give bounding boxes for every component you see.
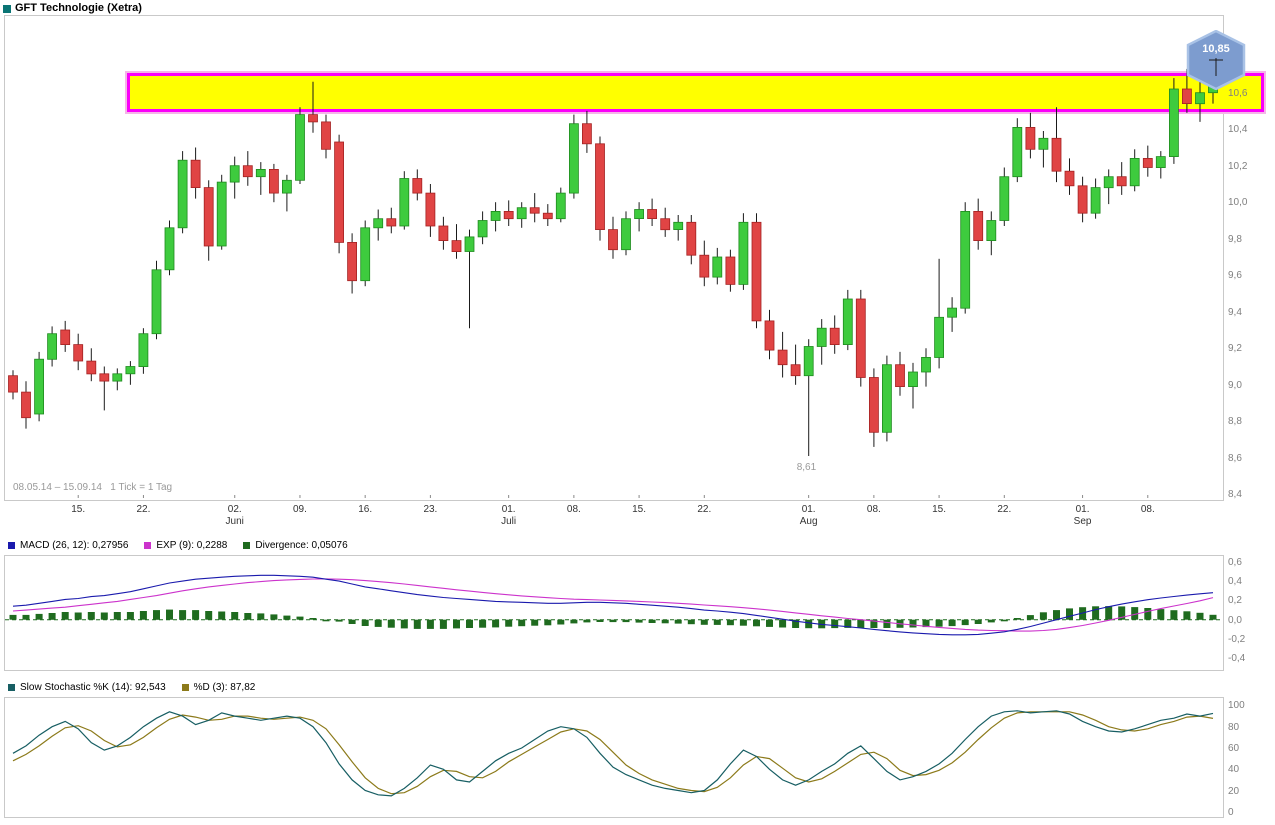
y-axis-label: -0,4: [1228, 653, 1246, 665]
x-axis-day-label: 23.: [423, 504, 438, 515]
y-axis-label: 8,8: [1228, 416, 1242, 428]
macd-y-axis: 0,6 0,4 0,2 0,0 -0,2 -0,4: [1226, 556, 1274, 668]
x-axis-month-label: Juni: [225, 516, 244, 527]
stochastic-legend: Slow Stochastic %K (14): 92,543 %D (3): …: [0, 681, 1275, 694]
candles: [8, 47, 1218, 456]
x-axis-day-label: 08.: [866, 504, 881, 515]
x-axis-day-label: 01.: [501, 504, 516, 515]
resistance-band-annotation[interactable]: [125, 71, 1266, 114]
x-axis: 15. 22. 02. Juni 09. 16. 23. 01. Juli 08. 15. 22. 01…: [0, 503, 1275, 535]
x-axis-day-label: 15.: [632, 504, 647, 515]
divergence-legend-label: Divergence: 0,05076: [255, 540, 348, 551]
divergence-legend-swatch: [243, 542, 251, 549]
page-title: GFT Technologie (Xetra): [15, 2, 142, 14]
stoch-d-legend-swatch: [181, 684, 189, 691]
stochastic-y-axis: 100 80 60 40 20 0: [1226, 698, 1274, 818]
stochastic-chart-canvas[interactable]: [5, 698, 1221, 815]
stochastic-k-line: [12, 710, 1214, 797]
price-chart-canvas[interactable]: 8,61 08.05.14 – 15.09.14 1 Tick = 1 Tag: [5, 16, 1221, 498]
y-axis-label: 8,4: [1228, 489, 1242, 501]
macd-chart-canvas[interactable]: [5, 556, 1221, 668]
y-axis-label: 9,4: [1228, 306, 1242, 318]
title-bar: GFT Technologie (Xetra): [0, 0, 1275, 15]
x-axis-day-label: 22.: [997, 504, 1012, 515]
instrument-icon: [3, 4, 11, 13]
y-axis-label: 0,6: [1228, 556, 1242, 568]
y-axis-label: 9,8: [1228, 233, 1242, 245]
x-axis-month-label: Juli: [501, 516, 517, 527]
y-axis-label: 0,2: [1228, 595, 1242, 607]
x-axis-month-label: Aug: [799, 516, 818, 527]
x-axis-month-label: Sep: [1073, 516, 1092, 527]
y-axis-label: 9,0: [1228, 379, 1242, 391]
exp-legend-swatch: [144, 542, 152, 549]
x-axis-day-label: 01.: [1075, 504, 1090, 515]
stochastic-section: 100 80 60 40 20 0: [0, 697, 1275, 818]
period-label: 08.05.14 – 15.09.14 1 Tick = 1 Tag: [13, 482, 172, 493]
stochastic-d-line: [12, 711, 1214, 795]
macd-line: [12, 574, 1214, 636]
y-axis-label: 60: [1228, 742, 1240, 754]
y-axis-label: 80: [1228, 721, 1240, 733]
x-tick-marks: [77, 495, 1149, 498]
x-axis-day-label: 08.: [566, 504, 581, 515]
x-axis-day-label: 15.: [932, 504, 947, 515]
y-axis-label: 10,6: [1228, 87, 1248, 99]
stoch-k-legend-label: Slow Stochastic %K (14): 92,543: [20, 682, 166, 693]
y-axis-label: 0,0: [1228, 614, 1242, 626]
exp-signal-line: [12, 578, 1214, 632]
exp-legend-label: EXP (9): 0,2288: [156, 540, 228, 551]
y-axis-label: 10,4: [1228, 124, 1248, 136]
y-axis-label: 9,6: [1228, 270, 1242, 282]
macd-section: 0,6 0,4 0,2 0,0 -0,2 -0,4: [0, 555, 1275, 673]
x-axis-day-label: 08.: [1140, 504, 1155, 515]
low-annotation: 8,61: [797, 462, 817, 473]
y-axis-label: 100: [1228, 700, 1245, 712]
price-y-axis: 10,6 10,4 10,2 10,0 9,8 9,6 9,4 9,2 9,0 8,8 8,6 8,4: [1226, 16, 1274, 501]
price-flag-hexagon[interactable]: 10,85: [1185, 29, 1247, 95]
y-axis-label: 10,2: [1228, 160, 1248, 172]
x-axis-day-label: 02.: [227, 504, 242, 515]
y-axis-label: 9,2: [1228, 343, 1242, 355]
macd-legend-swatch: [8, 542, 15, 549]
y-axis-label: -0,2: [1228, 634, 1246, 646]
price-chart-section: 8,61 08.05.14 – 15.09.14 1 Tick = 1 Tag 1…: [0, 15, 1275, 503]
y-axis-label: 0: [1228, 806, 1234, 818]
stoch-k-legend-swatch: [8, 684, 15, 691]
y-axis-label: 8,6: [1228, 452, 1242, 464]
y-axis-label: 40: [1228, 764, 1240, 776]
x-axis-day-label: 22.: [697, 504, 712, 515]
y-axis-label: 10,0: [1228, 197, 1248, 209]
x-axis-day-label: 01.: [801, 504, 816, 515]
stochastic-chart-frame: [4, 697, 1224, 818]
x-axis-day-label: 22.: [136, 504, 151, 515]
stoch-d-legend-label: %D (3): 87,82: [193, 682, 256, 693]
y-axis-label: 0,4: [1228, 576, 1242, 588]
x-axis-day-label: 09.: [293, 504, 307, 515]
macd-legend-label: MACD (26, 12): 0,27956: [20, 540, 129, 551]
x-axis-day-label: 15.: [71, 504, 86, 515]
y-axis-label: 20: [1228, 785, 1240, 797]
x-axis-day-label: 16.: [358, 504, 373, 515]
price-flag-value: 10,85: [1202, 43, 1230, 55]
macd-legend: MACD (26, 12): 0,27956 EXP (9): 0,2288 D…: [0, 539, 1275, 552]
